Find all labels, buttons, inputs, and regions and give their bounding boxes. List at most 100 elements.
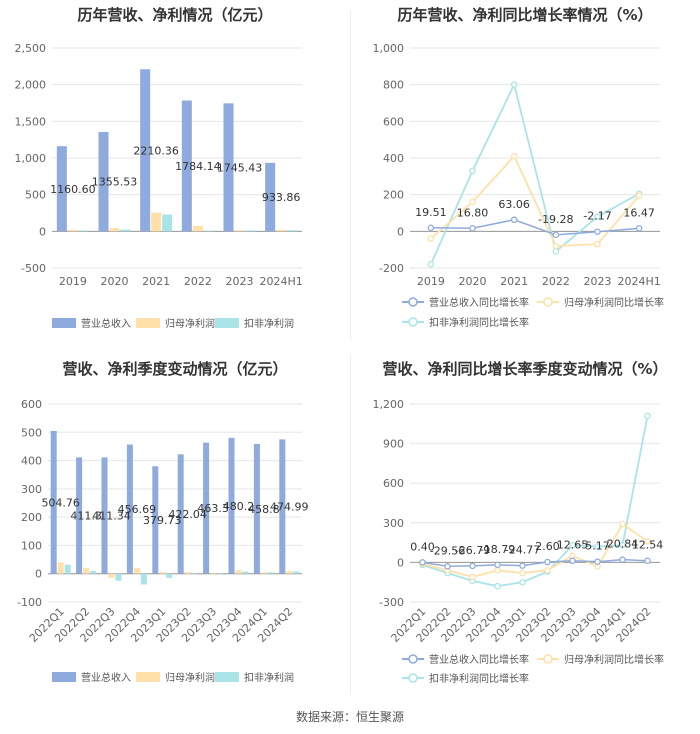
legend-swatch [215,318,239,328]
data-label: 504.76 [41,496,80,509]
point-marker [469,562,476,570]
x-tick-label: 2022 [184,275,212,288]
point-marker [510,152,518,160]
y-tick-label: 1,000 [373,42,405,55]
annual-growth-panel: 历年营收、净利同比增长率情况（%） -200 0 200 400 600 800 1,000… [350,0,700,345]
point-marker [519,562,526,569]
point-marker [594,240,601,248]
legend-swatch [52,672,76,682]
bar-revenue [177,454,184,574]
data-label: -19.28 [538,213,573,226]
data-label: 1745.43 [217,161,263,174]
chart-title: 历年营收、净利同比增长率情况（%） [397,6,653,24]
data-label: 422.04 [168,508,207,521]
data-label: 474.99 [270,501,309,514]
point-marker [619,541,626,549]
data-label: 0.40 [410,540,435,553]
point-marker [552,231,560,239]
bar-revenue [76,457,83,574]
point-marker [469,573,476,581]
bar-deducted-profit [203,230,214,232]
data-label: -18.79 [480,543,515,556]
data-label: 5.17 [585,540,610,553]
x-tick-label: 2021 [500,275,528,288]
legend-marker [543,654,553,664]
data-label: 480.2 [223,500,255,513]
data-label: 933.86 [262,191,301,204]
y-tick-label: 200 [383,189,404,202]
data-label: -2.17 [583,210,611,223]
bar-net-profit [235,570,242,574]
point-marker [427,261,435,268]
legend-label: 营业总收入同比增长率 [429,653,529,666]
series-line [430,218,640,236]
annual-amounts-panel: 历年营收、净利情况（亿元） -500 0 500 1,000 1,500 2,000 2,5… [0,0,350,345]
y-tick-label: 300 [383,517,404,530]
y-tick-label: -100 [17,596,42,609]
x-tick-label: 2019 [59,275,87,288]
bar-deducted-profit [166,573,173,578]
data-label: 458.8 [248,503,280,516]
bar-deducted-profit [242,571,249,574]
chart-title: 营收、净利季度变动情况（亿元） [62,360,288,378]
y-tick-label: 500 [21,426,42,439]
bar-net-profit [260,572,267,574]
bar-deducted-profit [191,573,198,574]
bar-deducted-profit [64,564,71,574]
point-marker [510,216,518,224]
point-marker [419,559,426,566]
bar-revenue [101,457,108,574]
point-marker [619,520,626,528]
bar-net-profit [192,225,203,232]
legend-marker [408,673,418,683]
point-marker [594,228,601,235]
bar-net-profit [108,573,115,578]
panel-divider [350,355,351,695]
quarterly-growth-panel: 营收、净利同比增长率季度变动情况（%） -300 0 300 600 900 1,200 0… [350,350,700,700]
legend-label: 扣非净利润同比增长率 [429,672,529,685]
bar-net-profit [286,570,293,574]
point-marker [519,578,526,586]
legend-swatch [136,672,160,682]
point-marker [427,235,435,242]
bar-net-profit [109,228,120,232]
data-label: 16.47 [623,206,655,219]
y-tick-label: -500 [21,262,46,275]
bar-net-profit [276,229,287,232]
x-tick-label: 2020 [459,275,487,288]
point-marker [644,538,651,545]
y-tick-label: 600 [383,477,404,490]
series-line [430,154,640,247]
y-tick-label: 100 [21,539,42,552]
bar-deducted-profit [217,573,224,574]
data-label: 2.60 [535,540,560,553]
y-tick-label: 1,500 [15,115,47,128]
y-tick-label: 0 [397,225,404,238]
point-marker [552,242,560,250]
x-tick-label: 2021 [142,275,170,288]
panel-divider [350,10,351,340]
point-marker [635,225,643,232]
bar-deducted-profit [78,230,89,232]
bar-revenue [265,162,276,232]
x-tick-label: 2020 [101,275,129,288]
data-label: 2210.36 [133,144,179,157]
series-line [422,558,648,568]
legend-label: 归母净利润同比增长率 [564,653,664,666]
y-tick-label: 400 [383,152,404,165]
data-label: 463.3 [197,502,229,515]
y-tick-label: 1,000 [15,152,47,165]
bar-revenue [203,442,210,574]
x-tick-label: 2022 [542,275,570,288]
bar-revenue [140,69,151,232]
point-marker [619,556,626,563]
bar-revenue [279,439,286,574]
point-marker [552,248,560,255]
bar-net-profit [57,562,64,574]
quarterly-amounts-chart: -100 0 100 200 300 400 500 600 504.76411.3411.34… [17,398,309,684]
legend-label: 归母净利润同比增长率 [564,296,664,309]
y-tick-label: 500 [25,189,46,202]
bar-deducted-profit [245,230,256,232]
bar-net-profit [234,230,245,232]
legend-marker [408,297,418,307]
